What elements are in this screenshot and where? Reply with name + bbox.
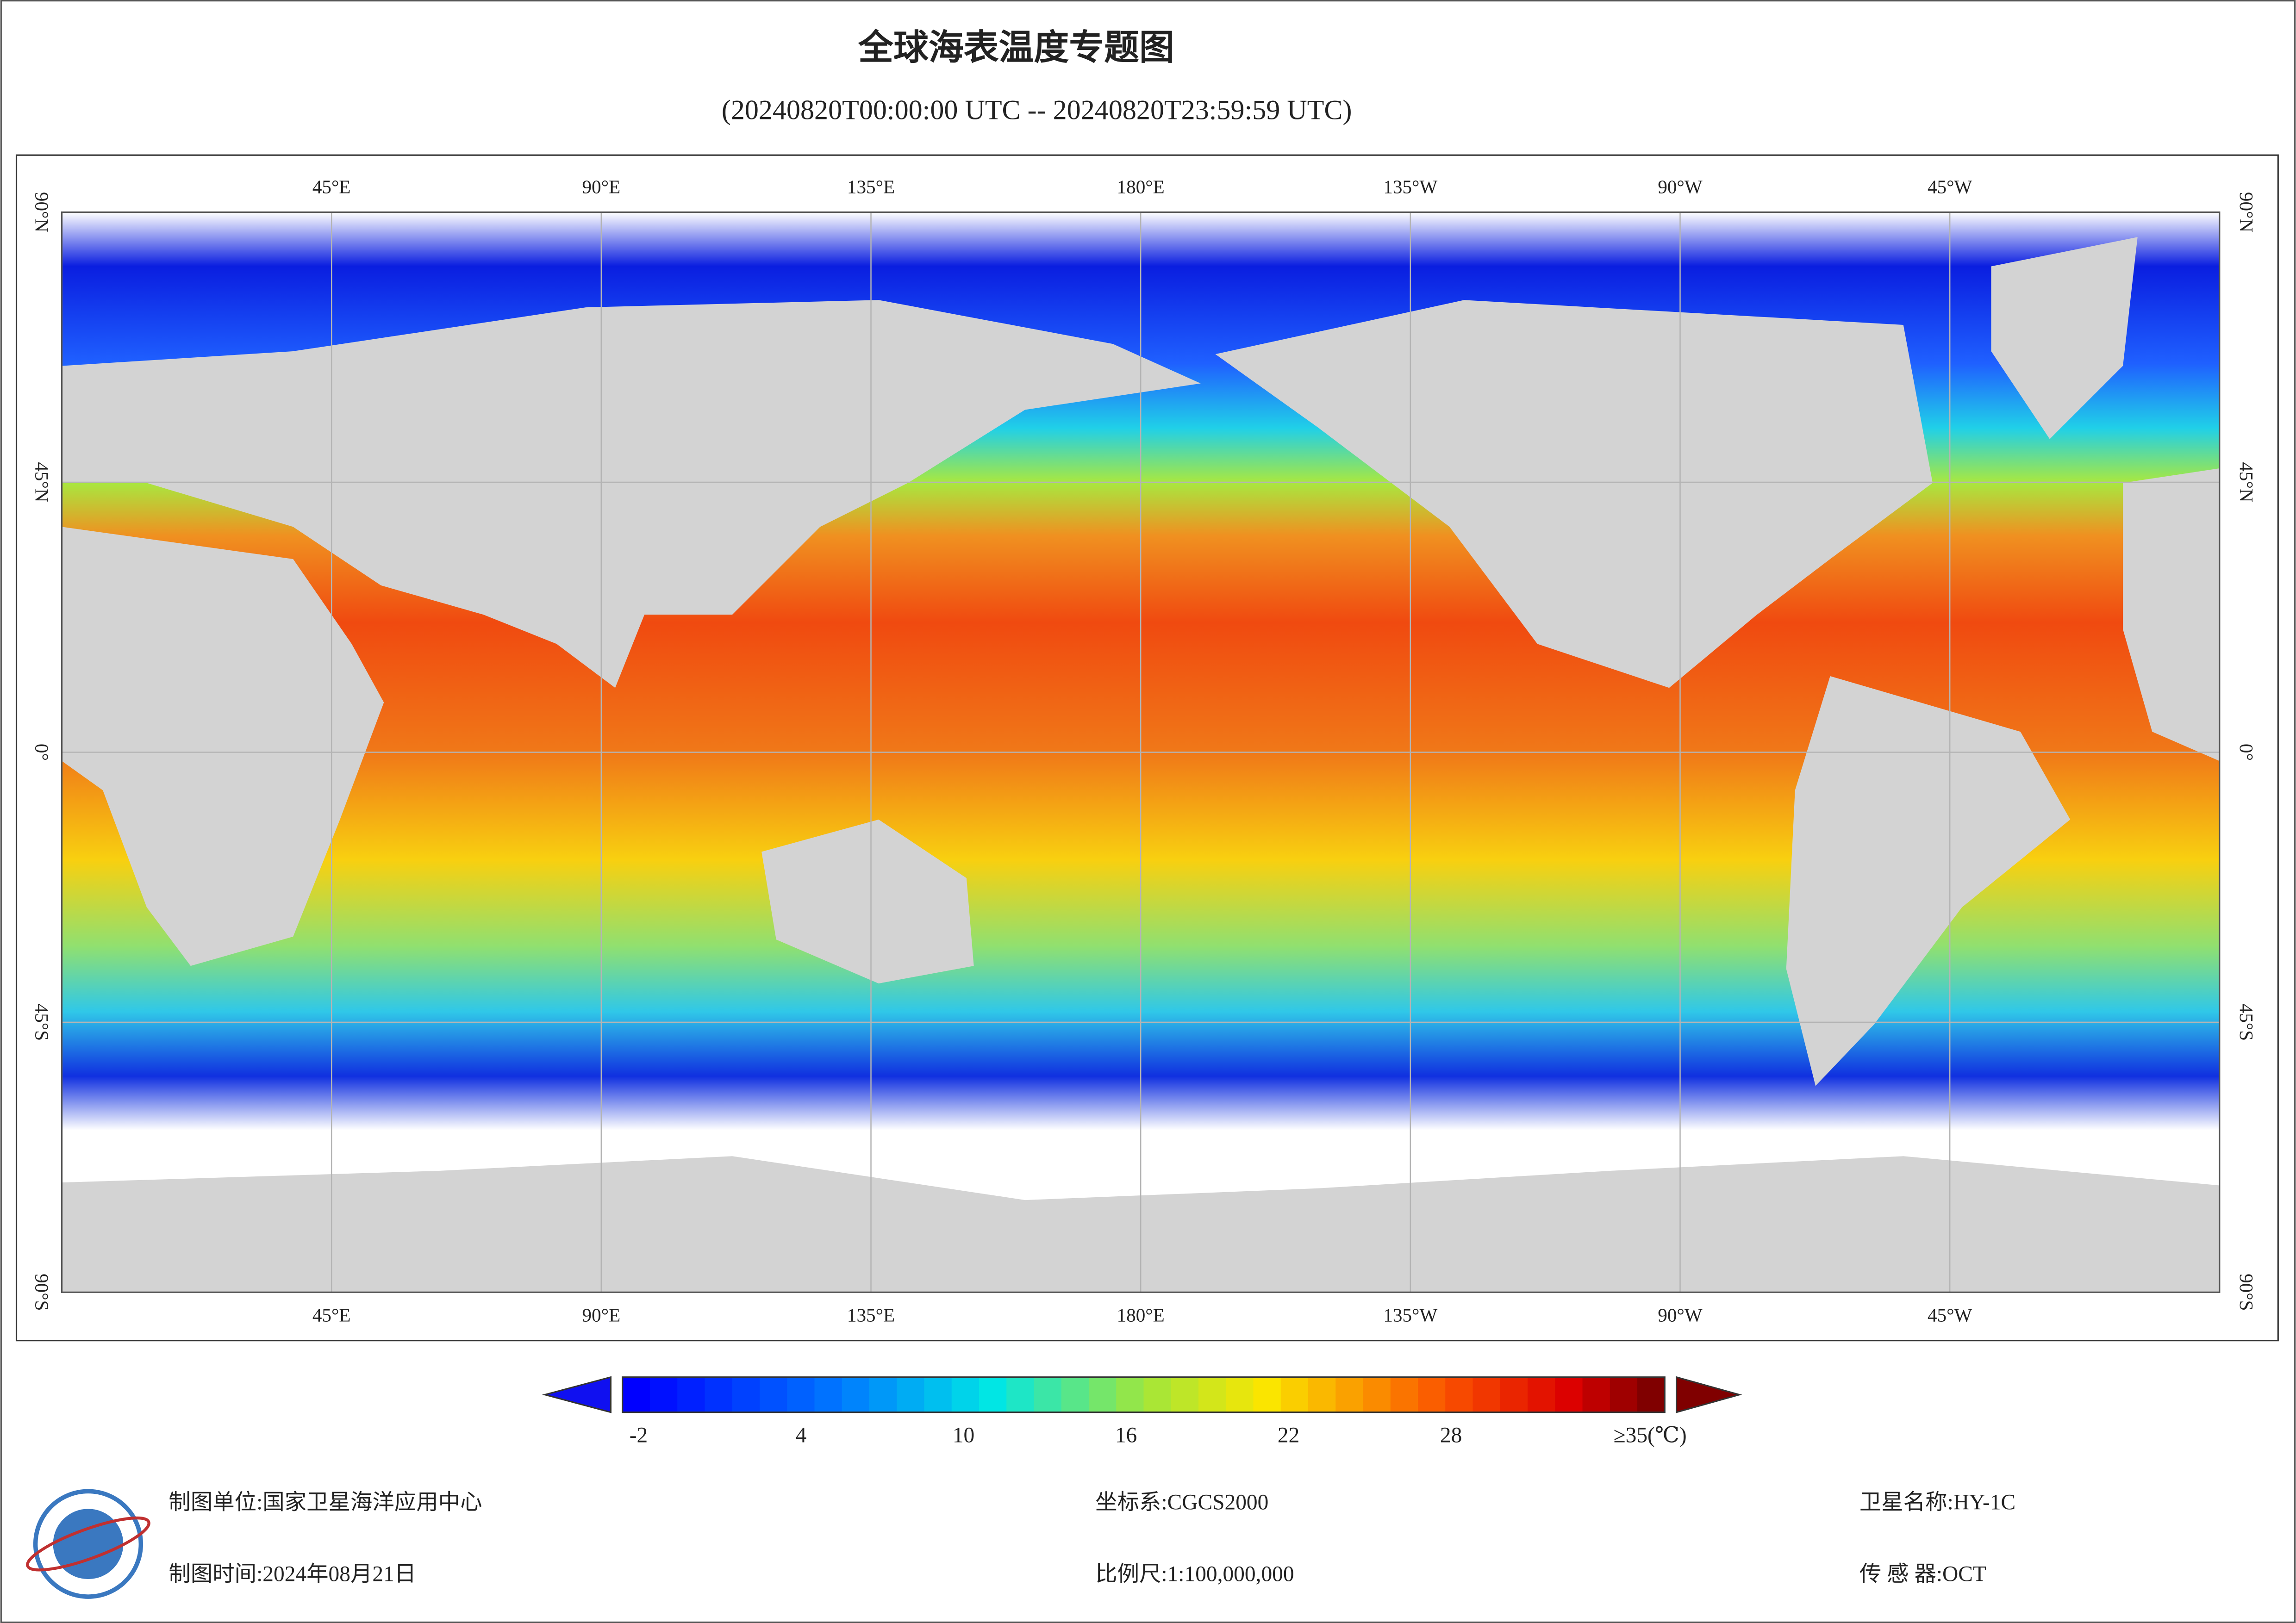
colorbar-cell (1363, 1377, 1391, 1412)
colorbar-max-label: ≥35(℃) (1614, 1423, 1687, 1447)
colorbar-cell (732, 1377, 760, 1412)
longitude-label-top: 135°E (847, 176, 895, 197)
colorbar-cell (705, 1377, 733, 1412)
colorbar-cell (1171, 1377, 1199, 1412)
title: 全球海表温度专题图 (858, 27, 1174, 68)
colorbar-cell (897, 1377, 925, 1412)
longitude-label-top: 180°E (1117, 176, 1165, 197)
colorbar-tick-label: -2 (630, 1423, 648, 1447)
colorbar-cell (1143, 1377, 1172, 1412)
colorbar-cell (1253, 1377, 1281, 1412)
colorbar-cell (1089, 1377, 1117, 1412)
colorbar-tick-label: 10 (953, 1423, 974, 1447)
colorbar-tick-label: 22 (1278, 1423, 1299, 1447)
subtitle: (20240820T00:00:00 UTC -- 20240820T23:59… (722, 94, 1352, 125)
eurasia (62, 300, 1201, 688)
colorbar: -2 4 10 16 22 28 ≥35(℃) (542, 1376, 1742, 1447)
longitude-label-bottom: 45°E (312, 1305, 351, 1326)
colorbar-cell (1582, 1377, 1610, 1412)
colorbar-tick-label: 16 (1115, 1423, 1137, 1447)
longitude-label-bottom: 135°E (847, 1305, 895, 1326)
latitude-label-left: 45°N (31, 462, 53, 502)
latitude-label-right: 45°S (2236, 1004, 2257, 1041)
colorbar-cell (622, 1377, 650, 1412)
colorbar-cell (787, 1377, 815, 1412)
colorbar-tick-label: 28 (1440, 1423, 1462, 1447)
longitude-label-top: 45°E (312, 176, 351, 197)
colorbar-high-arrow (1676, 1376, 1742, 1413)
latitude-label-right: 90°N (2236, 192, 2257, 232)
colorbar-cell (1472, 1377, 1501, 1412)
colorbar-cell (1061, 1377, 1089, 1412)
longitude-label-bottom: 180°E (1117, 1305, 1165, 1326)
logo (26, 1489, 150, 1599)
colorbar-cell (1335, 1377, 1364, 1412)
colorbar-cell (979, 1377, 1007, 1412)
colorbar-cell (1418, 1377, 1446, 1412)
colorbar-cell (677, 1377, 705, 1412)
colorbar-cell (1390, 1377, 1418, 1412)
colorbar-cell (759, 1377, 788, 1412)
latitude-label-left: 90°N (31, 192, 53, 232)
latitude-label-left: 45°S (31, 1004, 53, 1041)
colorbar-cell (924, 1377, 952, 1412)
colorbar-cell (951, 1377, 980, 1412)
colorbar-outline (622, 1376, 1666, 1413)
australia (761, 819, 974, 984)
colorbar-cell (1445, 1377, 1473, 1412)
colorbar-cell (1226, 1377, 1254, 1412)
colorbar-cell (1637, 1377, 1666, 1412)
map-frame (15, 154, 2279, 1342)
footer-unit: 制图单位:国家卫星海洋应用中心 (168, 1491, 482, 1515)
graticule (62, 212, 2220, 1293)
footer-date: 制图时间:2024年08月21日 (168, 1562, 416, 1586)
map (61, 211, 2221, 1293)
colorbar-cell (814, 1377, 842, 1412)
map-border (61, 211, 2221, 1293)
colorbar-cell (1116, 1377, 1144, 1412)
colorbar-cell (1198, 1377, 1227, 1412)
longitude-label-top: 45°W (1928, 176, 1972, 197)
colorbar-cell (1280, 1377, 1309, 1412)
longitude-label-bottom: 90°E (582, 1305, 621, 1326)
footer-scale: 比例尺:1:100,000,000 (1095, 1562, 1294, 1586)
africa (62, 527, 384, 966)
longitude-label-top: 90°W (1658, 176, 1703, 197)
colorbar-cell (1006, 1377, 1035, 1412)
colorbar-cell (869, 1377, 898, 1412)
latitude-label-left: 0° (31, 744, 53, 761)
longitude-label-top: 135°W (1383, 176, 1437, 197)
footer-satellite: 卫星名称:HY-1C (1859, 1491, 2015, 1515)
longitude-label-bottom: 45°W (1928, 1305, 1972, 1326)
colorbar-tick-label: 4 (796, 1423, 807, 1447)
footer-sensor: 传 感 器:OCT (1859, 1562, 1986, 1586)
colorbar-cell (1610, 1377, 1638, 1412)
south-america (1786, 676, 2071, 1086)
latitude-label-left: 90°S (31, 1274, 53, 1311)
latitude-label-right: 90°S (2236, 1274, 2257, 1311)
west-africa-europe (2123, 468, 2220, 761)
colorbar-cell (842, 1377, 870, 1412)
colorbar-cell (1500, 1377, 1528, 1412)
colorbar-cell (649, 1377, 678, 1412)
colorbar-cell (1034, 1377, 1062, 1412)
colorbar-cell (1555, 1377, 1583, 1412)
greenland (1991, 237, 2138, 439)
latitude-label-right: 0° (2236, 744, 2257, 761)
logo-orbit (26, 1516, 150, 1572)
longitude-label-top: 90°E (582, 176, 621, 197)
footer-crs: 坐标系:CGCS2000 (1095, 1491, 1268, 1515)
colorbar-cell (1528, 1377, 1556, 1412)
north-america (1215, 300, 1933, 688)
longitude-label-bottom: 135°W (1383, 1305, 1437, 1326)
logo-globe (53, 1509, 124, 1579)
longitude-label-bottom: 90°W (1658, 1305, 1703, 1326)
colorbar-cell (1308, 1377, 1336, 1412)
colorbar-low-arrow (542, 1376, 612, 1413)
latitude-label-right: 45°N (2236, 462, 2257, 502)
